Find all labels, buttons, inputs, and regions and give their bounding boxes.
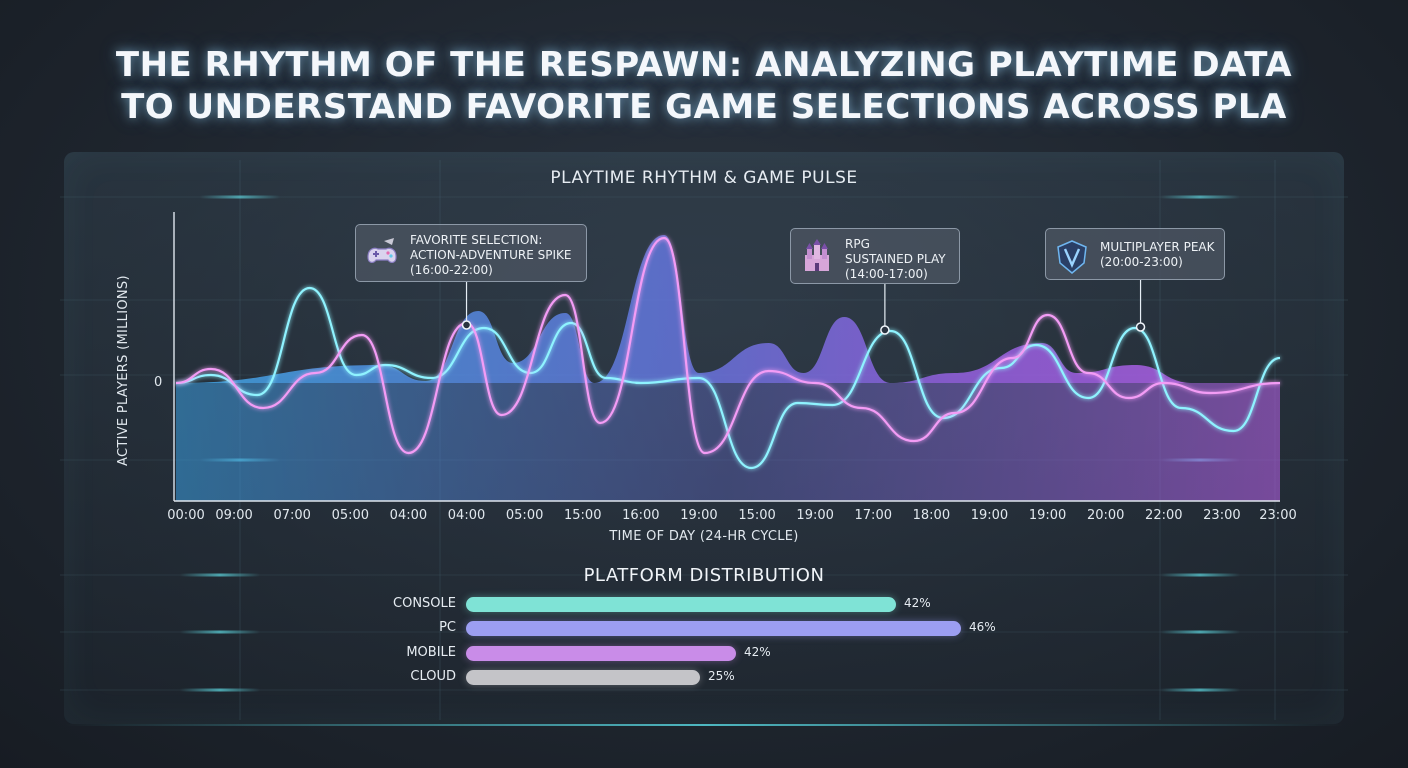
gamepad-icon — [367, 238, 397, 263]
platform-bar-label: PC — [439, 620, 456, 635]
y-axis-label: ACTIVE PLAYERS (MILLIONS) — [116, 275, 131, 466]
callout-rpg: RPG SUSTAINED PLAY (14:00-17:00) — [790, 228, 960, 284]
platform-bar-value: 42% — [744, 645, 771, 659]
x-tick-label: 23:00 — [1259, 508, 1297, 523]
page-title: THE RHYTHM OF THE RESPAWN: ANALYZING PLA… — [0, 44, 1408, 128]
callout-multiplayer: MULTIPLAYER PEAK (20:00-23:00) — [1045, 228, 1225, 280]
y-tick-label-0: 0 — [154, 375, 163, 390]
callout-2-line-1: RPG — [845, 237, 870, 251]
x-tick-label: 04:00 — [389, 508, 428, 523]
pink-series-line — [175, 236, 1281, 455]
x-tick-label: 04:00 — [447, 508, 486, 523]
callout-marker-2 — [880, 325, 890, 335]
platform-bar — [466, 621, 961, 636]
platform-bar-value: 25% — [708, 669, 735, 683]
x-tick-label: 00:00 — [167, 508, 205, 523]
x-tick-label: 09:00 — [215, 508, 253, 523]
purple-area-series — [176, 235, 1280, 383]
x-tick-label: 07:00 — [273, 508, 311, 523]
page-title-line-2: TO UNDERSTAND FAVORITE GAME SELECTIONS A… — [121, 87, 1287, 127]
castle-icon — [805, 239, 829, 271]
x-tick-label: 18:00 — [912, 508, 951, 523]
callout-1-line-1: FAVORITE SELECTION: — [410, 233, 543, 247]
page-title-line-1: THE RHYTHM OF THE RESPAWN: ANALYZING PLA… — [115, 45, 1293, 85]
callout-marker-1 — [461, 320, 472, 330]
x-tick-label: 23:00 — [1203, 508, 1241, 523]
callout-action-adventure: FAVORITE SELECTION: ACTION-ADVENTURE SPI… — [355, 224, 587, 282]
lower-band-fill — [176, 383, 1280, 501]
x-axis-label: TIME OF DAY (24-HR CYCLE) — [609, 529, 799, 544]
x-tick-label: 19:00 — [796, 508, 834, 523]
x-tick-label: 05:00 — [331, 508, 370, 523]
x-tick-label: 05:00 — [505, 508, 544, 523]
cyan-series-line — [175, 286, 1281, 470]
platform-bar — [466, 670, 700, 685]
callout-2-line-3: (14:00-17:00) — [845, 267, 928, 281]
platform-bar-value: 42% — [904, 596, 931, 610]
callout-marker-3 — [1135, 322, 1146, 332]
x-tick-label: 19:00 — [680, 508, 718, 523]
callout-3-line-2: (20:00-23:00) — [1100, 255, 1183, 269]
platform-distribution-title: PLATFORM DISTRIBUTION — [583, 565, 825, 586]
shield-icon — [1057, 240, 1087, 274]
platform-bar — [466, 646, 736, 661]
callout-1-line-3: (16:00-22:00) — [410, 263, 493, 277]
callout-1-line-2: ACTION-ADVENTURE SPIKE — [410, 248, 572, 262]
x-tick-label: 20:00 — [1086, 508, 1125, 523]
callout-2-line-2: SUSTAINED PLAY — [845, 252, 946, 266]
platform-bar-label: CONSOLE — [393, 596, 456, 611]
callout-3-line-1: MULTIPLAYER PEAK — [1100, 240, 1215, 254]
x-tick-label: 17:00 — [854, 508, 892, 523]
panel-glow-line — [64, 724, 1344, 726]
chart-title: PLAYTIME RHYTHM & GAME PULSE — [550, 168, 858, 188]
x-tick-label: 16:00 — [622, 508, 660, 523]
x-tick-label: 19:00 — [1028, 508, 1067, 523]
x-tick-label: 15:00 — [564, 508, 602, 523]
platform-bar-value: 46% — [969, 620, 996, 634]
x-tick-label: 22:00 — [1145, 508, 1183, 523]
platform-bar — [466, 597, 896, 612]
platform-bar-label: CLOUD — [410, 669, 456, 684]
x-tick-label: 19:00 — [970, 508, 1009, 523]
platform-bar-label: MOBILE — [406, 645, 456, 660]
x-tick-label: 15:00 — [738, 508, 776, 523]
